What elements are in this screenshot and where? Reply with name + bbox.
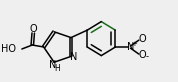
Text: N: N xyxy=(127,42,134,52)
Text: HO: HO xyxy=(1,44,16,54)
Text: O: O xyxy=(139,50,146,60)
Text: O: O xyxy=(139,34,146,44)
Text: -: - xyxy=(146,53,149,62)
Text: O: O xyxy=(29,24,37,34)
Text: N: N xyxy=(49,60,56,70)
Text: N: N xyxy=(70,52,78,62)
Text: +: + xyxy=(131,41,137,47)
Text: H: H xyxy=(54,64,60,73)
